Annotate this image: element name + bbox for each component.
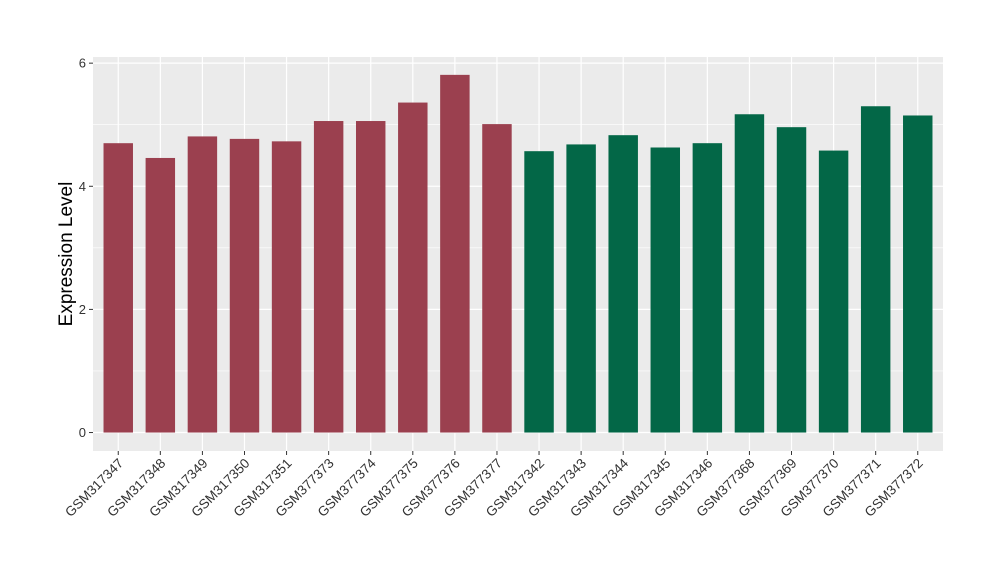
- bar-GSM377375: [398, 102, 428, 433]
- bar-GSM377376: [440, 74, 470, 433]
- bar-GSM317350: [229, 138, 260, 433]
- bar-GSM317343: [566, 144, 596, 433]
- y-axis: 0 2 4 6: [79, 56, 93, 440]
- bar-GSM377377: [482, 124, 512, 433]
- bar-GSM317342: [524, 151, 554, 433]
- y-tick-label: 2: [79, 302, 86, 317]
- bar-GSM317347: [103, 143, 133, 433]
- bar-GSM317349: [187, 136, 218, 433]
- x-axis: GSM317347GSM317348GSM317349GSM317350GSM3…: [62, 451, 926, 520]
- y-tick-label: 6: [79, 56, 86, 71]
- bar-GSM317346: [692, 143, 723, 433]
- bar-GSM377374: [355, 121, 386, 433]
- bar-GSM317351: [271, 141, 302, 433]
- bars: [103, 74, 933, 433]
- bar-GSM377370: [818, 150, 849, 433]
- bar-GSM377372: [903, 115, 933, 433]
- bar-GSM317348: [145, 157, 176, 433]
- bar-GSM377373: [313, 121, 344, 433]
- bar-GSM317345: [650, 147, 681, 433]
- bar-GSM377371: [860, 106, 891, 433]
- bar-GSM317344: [608, 135, 638, 433]
- bar-GSM377369: [776, 127, 807, 433]
- y-tick-label: 4: [79, 179, 86, 194]
- plot-panel: [93, 57, 943, 451]
- y-tick-label: 0: [79, 425, 86, 440]
- bar-GSM377368: [734, 114, 765, 433]
- y-axis-title: Expression Level: [56, 182, 77, 327]
